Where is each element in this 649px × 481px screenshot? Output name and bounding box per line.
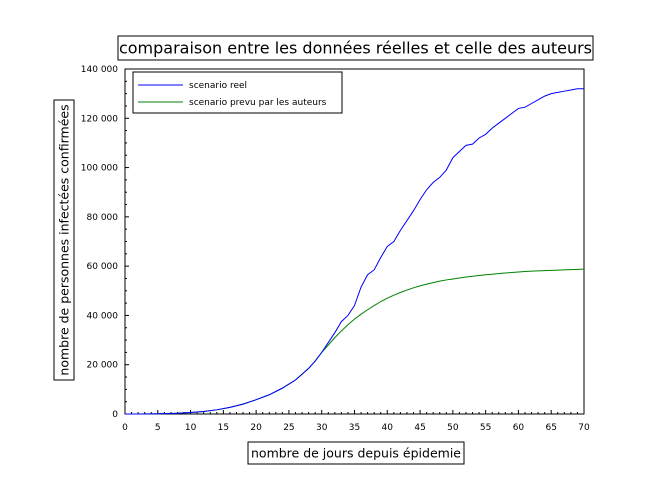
y-tick-label: 60 000 [87,262,119,272]
series-line-real [124,88,584,415]
x-tick-label: 65 [545,423,556,433]
legend-label-predicted: scenario prevu par les auteurs [189,98,327,108]
legend-box [132,71,343,114]
x-tick-label: 20 [250,423,262,433]
x-tick-label: 70 [578,423,590,433]
x-axis-label-text: nombre de jours depuis épidemie [251,446,461,461]
y-axis-label: nombre de personnes infectées confirmées [53,99,75,381]
x-tick-label: 40 [382,423,394,433]
x-tick-label: 30 [316,423,328,433]
series-line-predicted [124,268,585,415]
legend-label-real: scenario reel [189,81,247,91]
legend: scenario reel scenario prevu par les aut… [132,71,343,114]
y-tick-label: 0 [112,410,118,420]
x-axis: 0 5 10 15 20 25 30 35 40 45 50 55 60 65 70 [122,410,590,433]
chart-title-box [117,35,594,61]
x-tick-label: 25 [283,423,294,433]
y-tick-label: 100 000 [81,164,118,174]
x-tick-label: 10 [185,423,197,433]
chart-title-text: comparaison entre les données réelles et… [119,39,592,58]
y-axis-label-box [53,99,75,381]
x-tick-label: 5 [155,423,161,433]
y-tick-label: 40 000 [87,311,119,321]
plot-area [124,68,585,415]
y-axis: 0 20 000 40 000 60 000 80 000 100 000 120 000 1… [81,65,129,420]
y-tick-label: 80 000 [87,213,119,223]
chart-title: comparaison entre les données réelles et… [117,35,594,61]
y-tick-label: 20 000 [87,361,119,371]
x-tick-label: 55 [480,423,491,433]
y-tick-label: 120 000 [81,114,118,124]
x-tick-label: 50 [447,423,459,433]
series-group [124,88,585,415]
x-tick-label: 35 [349,423,360,433]
x-axis-label: nombre de jours depuis épidemie [247,441,465,465]
x-tick-label: 60 [513,423,525,433]
x-tick-label: 0 [122,423,128,433]
x-tick-label: 45 [414,423,425,433]
x-axis-label-box [247,441,465,465]
x-tick-label: 15 [218,423,229,433]
y-axis-label-text: nombre de personnes infectées confirmées [57,104,72,375]
y-tick-label: 140 000 [81,65,118,75]
